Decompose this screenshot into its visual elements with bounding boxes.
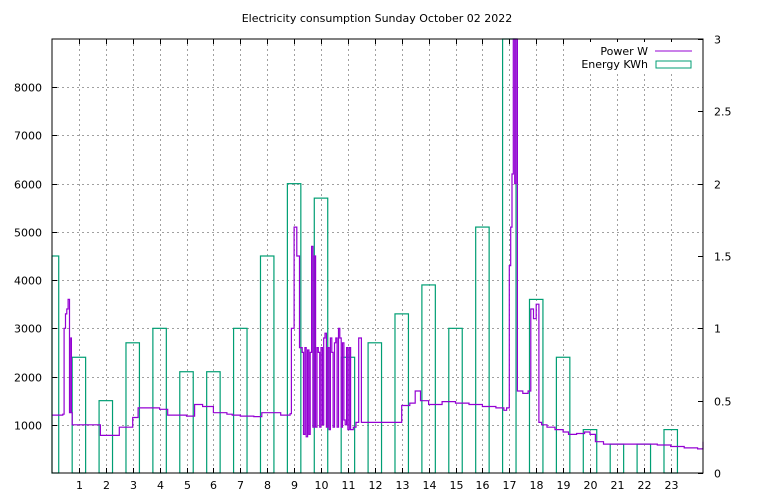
energy-box — [125, 342, 141, 474]
energy-box — [206, 371, 221, 474]
y2-tick-label: 2 — [714, 179, 721, 192]
energy-box — [367, 342, 383, 474]
x-tick-label: 15 — [450, 479, 464, 492]
legend-label-energy: Energy KWh — [581, 58, 648, 71]
energy-box — [98, 400, 114, 474]
x-tick-label: 3 — [130, 479, 137, 492]
energy-box — [394, 313, 410, 474]
legend-label-power: Power W — [600, 45, 648, 58]
y-tick-label: 2000 — [14, 372, 42, 385]
y2-tick-label: 1.5 — [714, 251, 732, 264]
x-tick-label: 9 — [291, 479, 298, 492]
x-tick-label: 14 — [423, 479, 437, 492]
energy-box — [51, 255, 60, 474]
y2-tick-label: 3 — [714, 34, 721, 47]
x-tick-label: 6 — [210, 479, 217, 492]
y-tick-label: 6000 — [14, 179, 42, 192]
y-tick-label: 7000 — [14, 130, 42, 143]
energy-box — [636, 443, 652, 474]
energy-box — [152, 327, 167, 474]
energy-box — [71, 356, 87, 474]
axis-ticks: 1 2 3 4 5 6 7 8 9 10 11 12 13 14 15 16 17 18 19 20 21 22 23100… — [14, 34, 732, 493]
x-tick-label: 7 — [237, 479, 244, 492]
x-tick-label: 5 — [184, 479, 191, 492]
legend-swatch-energy — [655, 60, 692, 69]
x-tick-label: 12 — [369, 479, 383, 492]
chart-title: Electricity consumption Sunday October 0… — [242, 12, 513, 25]
legend: Power W Energy KWh — [578, 42, 698, 72]
y2-tick-label: 0.5 — [714, 396, 732, 409]
y2-tick-label: 2.5 — [714, 106, 732, 119]
x-tick-label: 2 — [103, 479, 110, 492]
legend-box — [578, 42, 698, 72]
y2-tick-label: 1 — [714, 323, 721, 336]
y-tick-label: 8000 — [14, 82, 42, 95]
x-tick-label: 20 — [584, 479, 598, 492]
y-tick-label: 1000 — [14, 420, 42, 433]
power-line — [52, 38, 704, 450]
x-tick-label: 16 — [476, 479, 490, 492]
x-tick-label: 18 — [530, 479, 544, 492]
energy-box — [179, 371, 194, 474]
x-tick-label: 10 — [315, 479, 329, 492]
x-tick-label: 1 — [76, 479, 83, 492]
x-tick-label: 8 — [264, 479, 271, 492]
x-tick-label: 21 — [611, 479, 625, 492]
x-tick-label: 4 — [157, 479, 164, 492]
x-tick-label: 23 — [665, 479, 679, 492]
energy-box — [582, 429, 598, 474]
energy-box — [663, 429, 679, 474]
y-tick-label: 5000 — [14, 227, 42, 240]
y-tick-label: 3000 — [14, 323, 42, 336]
y-tick-label: 4000 — [14, 275, 42, 288]
energy-box — [448, 327, 463, 474]
y2-tick-label: 0 — [714, 468, 721, 481]
energy-box — [421, 284, 436, 474]
x-tick-label: 19 — [557, 479, 571, 492]
power-series — [52, 38, 704, 450]
x-tick-label: 11 — [342, 479, 356, 492]
x-tick-label: 13 — [396, 479, 410, 492]
x-tick-label: 17 — [503, 479, 517, 492]
x-tick-label: 22 — [638, 479, 652, 492]
energy-box — [609, 443, 625, 474]
